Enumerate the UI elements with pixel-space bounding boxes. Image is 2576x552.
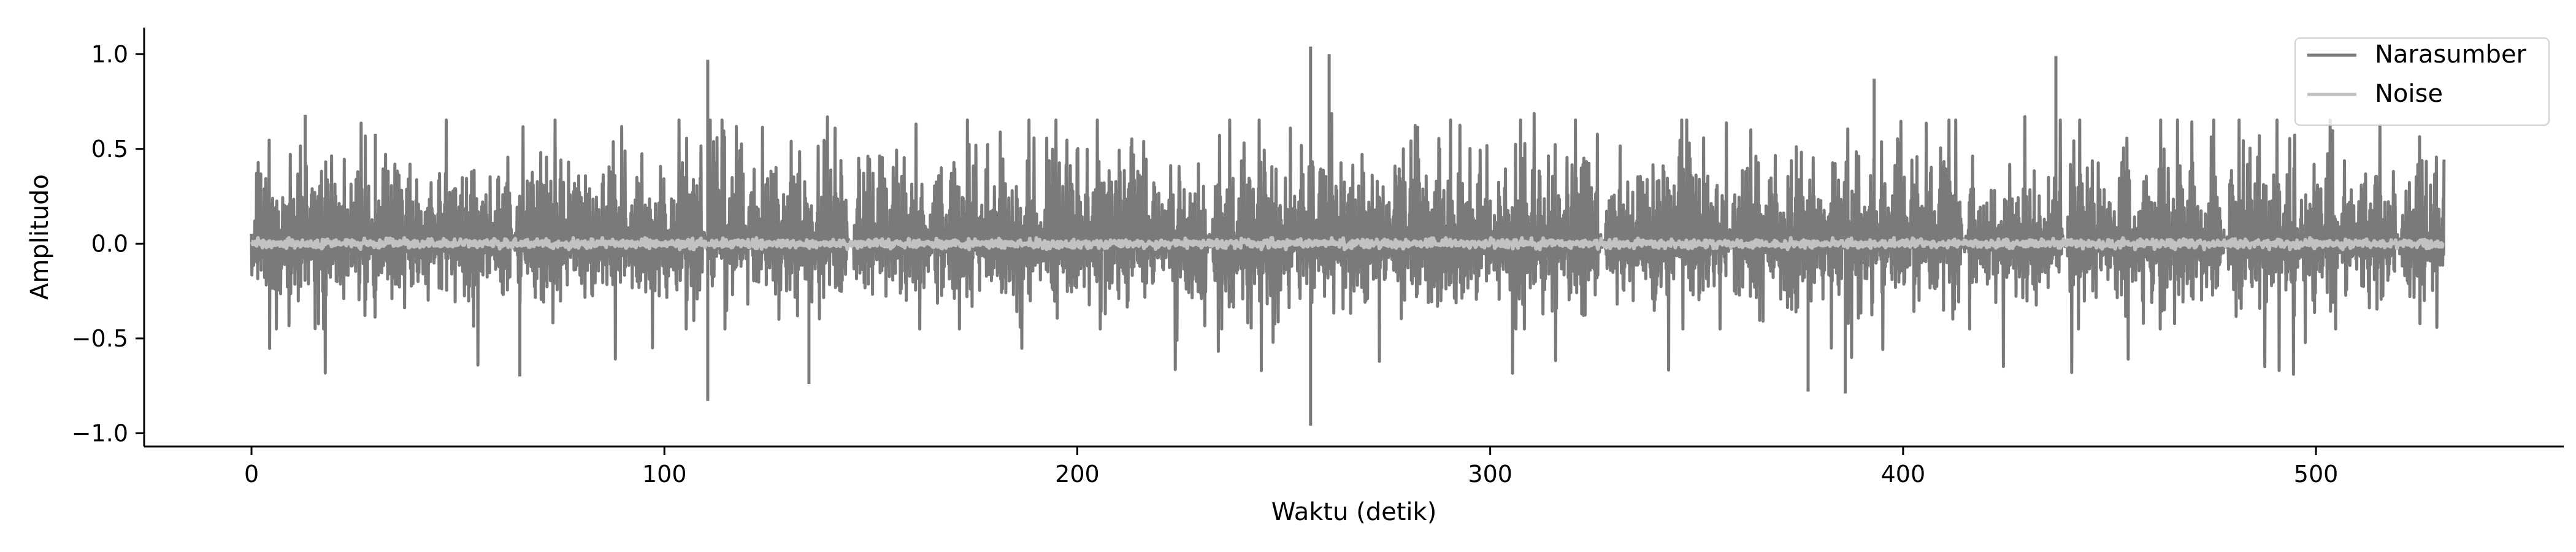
series-line-noise [250,236,2445,251]
y-ticks: −1.0 −0.5 0.0 0.5 1.0 [72,40,144,447]
plot-area [250,46,2446,426]
legend-label-noise: Noise [2375,80,2443,108]
y-tick-label: −1.0 [72,420,128,447]
legend: Narasumber Noise [2294,37,2550,126]
series-line-narasumber [250,46,2446,426]
legend-box [2294,37,2550,126]
legend-label-narasumber: Narasumber [2375,40,2527,69]
y-tick-label: 0.0 [91,230,128,257]
x-tick-label: 100 [642,461,687,488]
series-narasumber [250,46,2446,426]
x-ticks: 0 100 200 300 400 500 [244,447,2338,488]
y-tick-label: 1.0 [91,40,128,67]
y-tick-label: −0.5 [72,325,128,352]
x-tick-label: 500 [2294,461,2339,488]
x-tick-label: 0 [244,461,259,488]
x-axis-label: Waktu (detik) [1271,498,1437,526]
series-noise [250,236,2445,251]
x-tick-label: 200 [1055,461,1100,488]
y-tick-label: 0.5 [91,136,128,163]
x-tick-label: 300 [1468,461,1512,488]
y-axis-label: Amplitudo [26,174,54,300]
x-tick-label: 400 [1881,461,1926,488]
